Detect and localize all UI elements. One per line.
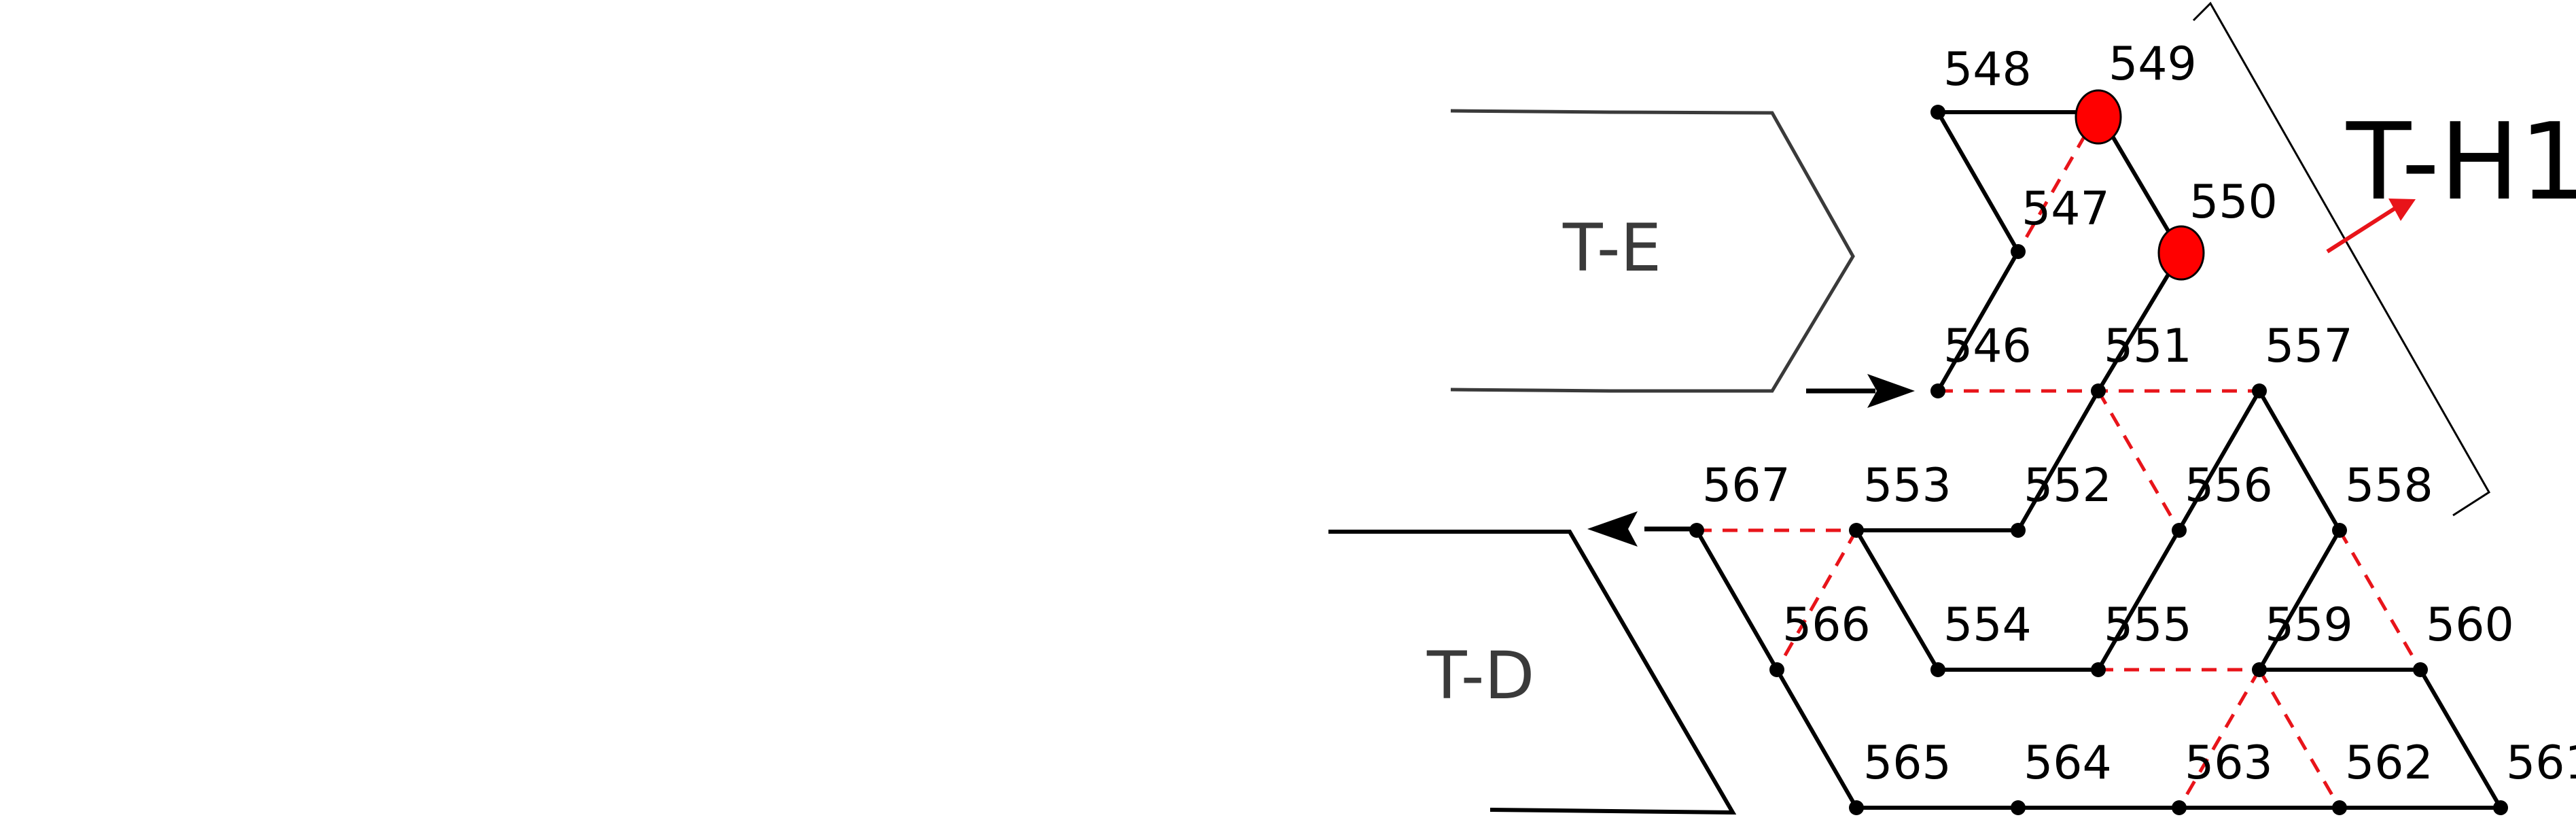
node-label-561: 561	[2506, 736, 2576, 790]
node-label-552: 552	[2024, 459, 2112, 513]
node-label-562: 562	[2345, 736, 2433, 790]
region-td-outline	[1328, 530, 1737, 815]
node-label-548: 548	[1943, 43, 2032, 97]
region-td-label: T-D	[1426, 638, 1534, 714]
node-dot-551	[2091, 383, 2106, 398]
node-dot-559	[2252, 662, 2267, 677]
node-label-566: 566	[1782, 598, 1871, 652]
node-dot-567	[1689, 523, 1704, 538]
node-label-550: 550	[2189, 175, 2278, 229]
node-label-558: 558	[2345, 459, 2433, 513]
node-dot-565	[1849, 800, 1864, 815]
node-label-557: 557	[2265, 320, 2353, 373]
node-labels: 548 549 547 550 546 551 557 567 553 552 …	[1702, 37, 2576, 790]
node-label-563: 563	[2185, 736, 2273, 790]
node-label-553: 553	[1863, 459, 1952, 513]
node-label-546: 546	[1943, 320, 2032, 373]
node-dot-562	[2332, 800, 2347, 815]
node-dot-547	[2011, 244, 2026, 259]
node-dot-548	[1930, 105, 1945, 120]
node-dot-566	[1769, 662, 1784, 677]
region-te-label: T-E	[1562, 210, 1661, 286]
th1-direction-arrow	[2326, 199, 2416, 254]
node-dot-561	[2493, 800, 2508, 815]
region-th1-bracket	[2192, 1, 2491, 517]
node-label-560: 560	[2426, 598, 2514, 652]
node-dot-558	[2332, 523, 2347, 538]
highlight-node-549	[2075, 89, 2122, 145]
node-dot-563	[2172, 800, 2187, 815]
node-dot-555	[2091, 662, 2106, 677]
node-label-549: 549	[2109, 37, 2197, 91]
node-dot-564	[2011, 800, 2026, 815]
region-te-outline	[1450, 109, 1855, 393]
entry-arrow	[1806, 374, 1915, 408]
node-label-547: 547	[2022, 182, 2110, 236]
node-label-555: 555	[2104, 598, 2192, 652]
node-dot-556	[2172, 523, 2187, 538]
node-dot-557	[2252, 383, 2267, 398]
node-label-554: 554	[1943, 598, 2032, 652]
node-dots	[1689, 105, 2508, 815]
node-label-564: 564	[2024, 736, 2112, 790]
node-label-565: 565	[1863, 736, 1952, 790]
highlight-node-550	[2157, 225, 2205, 281]
node-label-567: 567	[1702, 459, 1790, 513]
exit-arrow	[1587, 511, 1699, 547]
region-th1-label: T-H1	[2346, 100, 2576, 224]
node-dot-560	[2413, 662, 2428, 677]
node-dot-552	[2011, 523, 2026, 538]
node-label-559: 559	[2265, 598, 2353, 652]
node-dot-553	[1849, 523, 1864, 538]
node-label-556: 556	[2185, 459, 2273, 513]
node-dot-546	[1930, 383, 1945, 398]
node-label-551: 551	[2104, 320, 2192, 373]
node-dot-554	[1930, 662, 1945, 677]
